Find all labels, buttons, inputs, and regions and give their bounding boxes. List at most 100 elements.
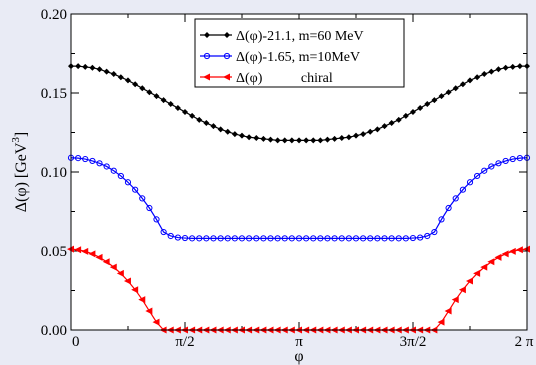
tick-labels: 0 π/2 π 3π/2 2 π 0.00 0.05 0.10 0.15 0.20 xyxy=(41,7,534,350)
data-point xyxy=(409,108,416,115)
data-point xyxy=(196,116,203,123)
x-tick-label: π/2 xyxy=(175,334,194,350)
data-point xyxy=(388,120,395,127)
data-point xyxy=(117,74,124,81)
data-point xyxy=(467,77,474,84)
data-point xyxy=(210,235,217,242)
data-point xyxy=(82,63,89,70)
data-point xyxy=(160,97,167,104)
data-point xyxy=(402,235,409,242)
data-point xyxy=(224,235,231,242)
legend-label-2: Δ(φ) chiral xyxy=(236,71,333,86)
data-point xyxy=(123,277,131,285)
data-point xyxy=(495,66,502,73)
data-point xyxy=(124,179,132,186)
data-point xyxy=(75,154,82,162)
data-point xyxy=(480,263,488,271)
data-point xyxy=(189,235,196,242)
y-axis-title: Δ(φ) [GeV3] xyxy=(10,132,30,213)
data-point xyxy=(353,132,360,139)
data-point xyxy=(338,235,345,242)
data-point xyxy=(110,167,117,174)
data-point xyxy=(481,167,488,174)
data-point xyxy=(132,186,139,193)
data-point xyxy=(345,235,352,242)
data-point xyxy=(274,235,281,242)
data-point xyxy=(260,135,267,142)
data-point xyxy=(82,155,89,163)
data-point xyxy=(231,131,238,138)
data-point xyxy=(95,253,103,261)
data-point xyxy=(360,235,367,242)
data-point xyxy=(288,235,295,242)
data-point xyxy=(231,235,238,242)
legend-entry-0: Δ(φ)-21.1, m=60 MeV xyxy=(200,29,364,44)
data-point xyxy=(444,307,452,315)
data-point xyxy=(81,247,89,255)
data-point xyxy=(145,307,153,315)
data-point xyxy=(238,132,245,139)
data-point xyxy=(459,186,467,193)
data-point xyxy=(445,204,452,212)
y-tick-label: 0.20 xyxy=(41,7,67,23)
data-point xyxy=(487,258,495,266)
legend-label-0: Δ(φ)-21.1, m=60 MeV xyxy=(236,29,364,44)
legend-marker-1a xyxy=(203,52,211,60)
data-point xyxy=(331,135,338,142)
data-point xyxy=(502,157,509,165)
data-point xyxy=(132,81,139,88)
data-point xyxy=(89,157,96,165)
data-point xyxy=(174,234,182,241)
data-point xyxy=(502,64,509,71)
data-point xyxy=(438,93,445,100)
data-point xyxy=(167,232,174,240)
data-point xyxy=(224,128,231,135)
data-point xyxy=(89,64,96,71)
data-point xyxy=(217,126,224,133)
data-point xyxy=(437,318,445,326)
x-tick-label: π xyxy=(295,334,303,350)
data-point xyxy=(260,235,267,242)
legend-label-1: Δ(φ)-1.65, m=10MeV xyxy=(236,50,360,65)
data-point xyxy=(452,195,459,202)
data-point xyxy=(331,235,338,242)
data-point xyxy=(310,235,317,242)
data-point xyxy=(438,216,445,223)
data-point xyxy=(117,172,124,180)
data-point xyxy=(139,85,146,92)
data-point xyxy=(395,116,402,123)
data-point xyxy=(217,235,224,242)
data-point xyxy=(473,269,481,277)
data-point xyxy=(317,137,324,144)
data-point xyxy=(146,89,153,96)
data-point xyxy=(253,135,260,142)
legend-marker-2 xyxy=(203,73,230,81)
data-point xyxy=(324,136,331,143)
data-point xyxy=(509,63,516,70)
data-point xyxy=(488,68,495,75)
data-point xyxy=(445,89,452,96)
legend-entry-2: Δ(φ) chiral xyxy=(200,71,333,86)
data-point xyxy=(474,74,481,81)
x-tick-label: 3π/2 xyxy=(400,334,427,350)
data-point xyxy=(303,235,310,242)
data-point xyxy=(402,112,409,119)
data-point xyxy=(381,235,388,242)
data-point xyxy=(131,286,139,294)
data-point xyxy=(110,71,117,78)
data-point xyxy=(109,263,117,271)
series-line-1 xyxy=(70,157,528,239)
data-point xyxy=(196,235,203,242)
plot-frame xyxy=(70,13,528,331)
data-point xyxy=(245,235,253,242)
y-tick-label: 0.10 xyxy=(41,165,67,181)
data-point xyxy=(96,160,103,167)
data-point xyxy=(409,234,417,242)
data-point xyxy=(139,195,146,202)
data-point xyxy=(203,235,210,242)
data-point xyxy=(452,85,459,92)
data-point xyxy=(253,235,260,242)
data-point xyxy=(431,97,438,104)
legend-marker-1b xyxy=(223,52,231,60)
